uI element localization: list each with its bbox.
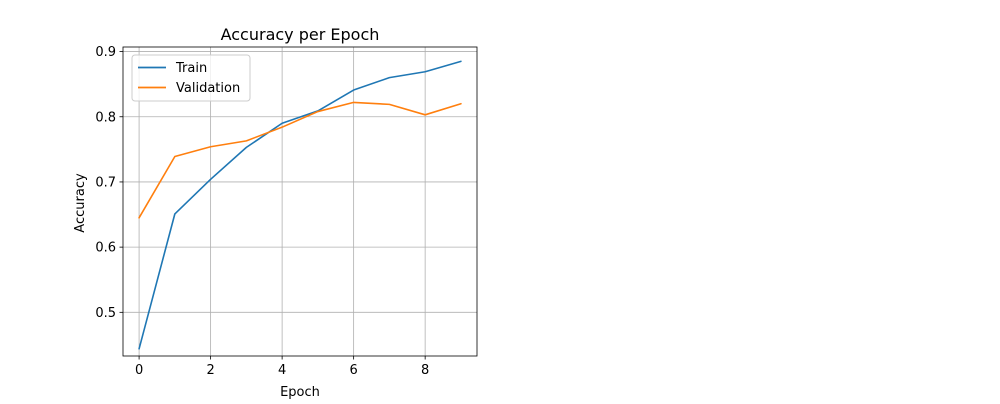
series-line-train bbox=[138, 60, 462, 350]
y-tick-label: 0.6 bbox=[95, 241, 116, 256]
axis-ticks: 0 2 4 6 8 0.5 0.6 0.7 0.8 0.9 bbox=[95, 45, 429, 378]
x-tick-label: 6 bbox=[349, 363, 357, 378]
chart-title: Accuracy per Epoch bbox=[221, 25, 380, 44]
x-tick-label: 4 bbox=[278, 363, 286, 378]
series-line-validation bbox=[138, 101, 462, 219]
plot-frame bbox=[122, 46, 478, 357]
x-axis-label: Epoch bbox=[280, 385, 320, 400]
series-lines bbox=[138, 60, 462, 350]
legend-label-train: Train bbox=[175, 61, 207, 76]
y-tick-label: 0.9 bbox=[95, 45, 116, 60]
y-axis-label: Accuracy bbox=[73, 173, 88, 233]
chart-legend: Train Validation bbox=[131, 54, 251, 102]
y-tick-label: 0.8 bbox=[95, 110, 116, 125]
x-tick-label: 2 bbox=[206, 363, 214, 378]
y-tick-label: 0.5 bbox=[95, 306, 116, 321]
legend-box bbox=[131, 54, 251, 102]
x-tick-label: 8 bbox=[421, 363, 429, 378]
y-tick-label: 0.7 bbox=[95, 175, 116, 190]
legend-label-validation: Validation bbox=[176, 81, 240, 96]
x-tick-label: 0 bbox=[135, 363, 143, 378]
